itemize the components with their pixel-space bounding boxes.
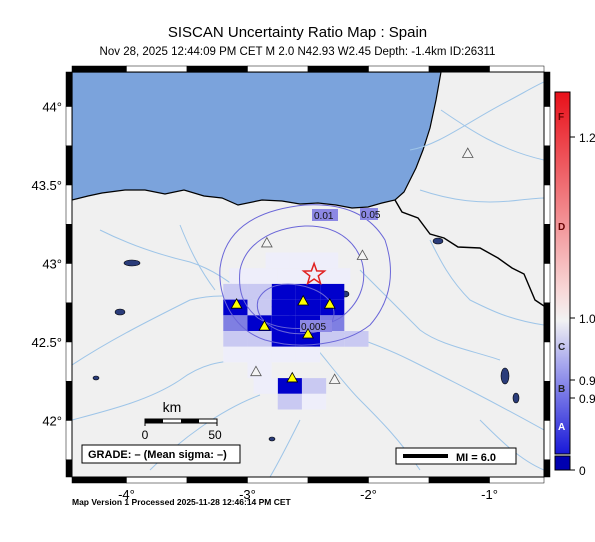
contour-label-005: 0.05 xyxy=(361,210,381,221)
grid-cell xyxy=(296,347,320,363)
grid-cell xyxy=(278,268,302,284)
cb-value-1-0: 1.0 xyxy=(579,312,595,326)
scale-tick-50: 50 xyxy=(208,428,222,442)
grid-cell xyxy=(320,284,344,300)
lon-tick-label: -2° xyxy=(360,487,377,502)
grid-cell xyxy=(272,300,296,316)
cb-value-0-9b: 0.9 xyxy=(579,392,595,406)
lat-tick-label: 42.5° xyxy=(31,335,62,350)
colorbar: F D C B A 1.2 1.0 0.9 0.9 0 xyxy=(555,92,595,478)
cb-value-0: 0 xyxy=(579,464,586,478)
contour-label-0005: 0.005 xyxy=(301,322,326,333)
grid-cell xyxy=(272,347,296,363)
cb-letter-b: B xyxy=(558,384,565,395)
grid-cell xyxy=(254,378,278,394)
cb-value-1-2: 1.2 xyxy=(579,131,595,145)
cb-letter-f: F xyxy=(558,112,564,123)
grade-text: GRADE: – (Mean sigma: –) xyxy=(88,449,227,461)
scale-tick-0: 0 xyxy=(142,428,149,442)
cb-letter-d: D xyxy=(558,222,565,233)
grid-cell xyxy=(247,300,271,316)
bay-of-biscay xyxy=(72,72,441,208)
lat-tick-label: 44° xyxy=(42,100,62,115)
mi-legend-text: MI = 6.0 xyxy=(456,452,496,464)
grid-cell xyxy=(223,284,247,300)
scale-title: km xyxy=(163,399,182,415)
grid-cell xyxy=(296,284,320,300)
lat-tick-label: 42° xyxy=(42,413,62,428)
grade-box: GRADE: – (Mean sigma: –) xyxy=(82,445,240,463)
grid-cell xyxy=(326,268,350,284)
grid-cell xyxy=(290,253,314,269)
cb-letter-a: A xyxy=(558,422,565,433)
cb-letter-c: C xyxy=(558,342,565,353)
grid-cell xyxy=(223,347,247,363)
grid-cell xyxy=(320,331,344,347)
cb-value-0-9a: 0.9 xyxy=(579,374,595,388)
lon-tick-label: -1° xyxy=(481,487,498,502)
lat-tick-label: 43.5° xyxy=(31,178,62,193)
grid-cell xyxy=(223,331,247,347)
lat-tick-label: 43° xyxy=(42,257,62,272)
grid-cell xyxy=(302,378,326,394)
contour-label-001: 0.01 xyxy=(314,211,334,222)
latitude-labels: 44° 43.5° 43° 42.5° 42° xyxy=(31,100,62,429)
grid-cell xyxy=(266,253,290,269)
grid-cell xyxy=(229,268,253,284)
grid-cell xyxy=(302,394,326,410)
mi-legend: MI = 6.0 xyxy=(396,448,516,464)
grid-cell xyxy=(247,347,271,363)
processed-note: Map Version 1 Processed 2025-11-28 12:46… xyxy=(72,497,291,507)
grid-cell xyxy=(314,253,338,269)
grid-cell xyxy=(254,268,278,284)
grid-cell xyxy=(278,394,302,410)
